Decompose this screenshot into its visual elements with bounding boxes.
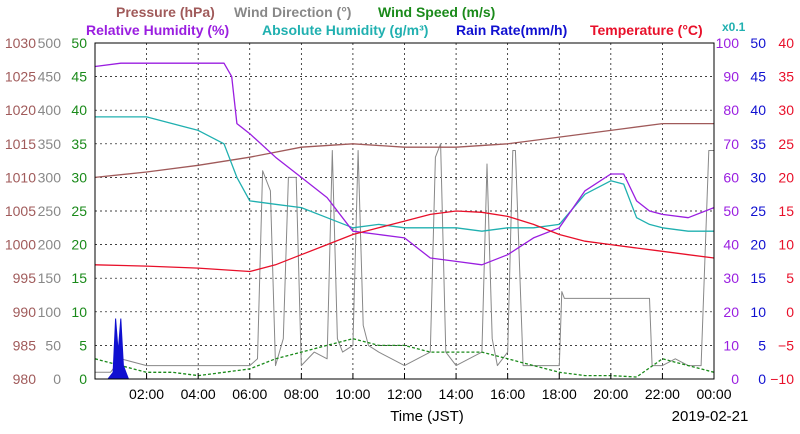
rain-rate-tick: 5 (758, 337, 766, 353)
legend-temperature: Temperature (°C) (590, 22, 703, 38)
humidity-tick: 20 (723, 304, 739, 320)
wind-direction-tick: 450 (38, 69, 62, 85)
pressure-tick: 985 (13, 337, 37, 353)
humidity-tick: 70 (723, 136, 739, 152)
x-tick-label: 04:00 (181, 386, 216, 402)
x-tick-label: 08:00 (284, 386, 319, 402)
wind-speed-tick: 10 (71, 304, 87, 320)
humidity-tick: 80 (723, 102, 739, 118)
temperature-tick: 20 (778, 169, 794, 185)
rain-rate-tick: 35 (750, 136, 766, 152)
wind-speed-tick: 0 (79, 371, 87, 387)
legend-wind-speed: Wind Speed (m/s) (378, 4, 495, 20)
x-tick-label: 12:00 (387, 386, 422, 402)
wind-direction-tick: 400 (38, 102, 62, 118)
pressure-tick: 1005 (5, 203, 36, 219)
pressure-tick: 1030 (5, 35, 36, 51)
temperature-tick: 15 (778, 203, 794, 219)
wind-speed-tick: 45 (71, 69, 87, 85)
x-tick-label: 00:00 (696, 386, 731, 402)
temperature-tick: 5 (786, 270, 794, 286)
wind-direction-tick: 100 (38, 304, 62, 320)
legend-rain-rate: Rain Rate(mm/h) (456, 22, 567, 38)
axes: 9809859909951000100510101015102010251030… (5, 35, 794, 402)
series-wind-direction (95, 143, 714, 373)
temperature-tick: 25 (778, 136, 794, 152)
date-label: 2019-02-21 (672, 408, 749, 425)
series-pressure (94, 122, 714, 179)
pressure-tick: 1015 (5, 136, 36, 152)
temperature-tick: 30 (778, 102, 794, 118)
series-temperature (94, 210, 715, 273)
wind-direction-tick: 0 (53, 371, 61, 387)
grid (95, 43, 714, 379)
wind-speed-tick: 50 (71, 35, 87, 51)
wind-speed-tick: 30 (71, 169, 87, 185)
wind-direction-tick: 300 (38, 169, 62, 185)
humidity-tick: 10 (723, 337, 739, 353)
x-axis-label: Time (JST) (390, 408, 464, 425)
humidity-tick: 60 (723, 169, 739, 185)
pressure-tick: 1025 (5, 69, 36, 85)
rain-rate-tick: 30 (750, 169, 766, 185)
x-tick-label: 20:00 (593, 386, 628, 402)
x-tick-label: 14:00 (439, 386, 474, 402)
temperature-tick: 35 (778, 69, 794, 85)
temperature-tick: 40 (778, 35, 794, 51)
pressure-tick: 1010 (5, 169, 36, 185)
series-layer (94, 62, 715, 380)
rain-rate-tick: 40 (750, 102, 766, 118)
rain-rate-tick: 45 (750, 69, 766, 85)
wind-direction-tick: 50 (45, 337, 61, 353)
humidity-tick: 0 (731, 371, 739, 387)
humidity-tick: 30 (723, 270, 739, 286)
rain-rate-tick: 20 (750, 237, 766, 253)
rain-rate-tick: 0 (758, 371, 766, 387)
x-tick-label: 16:00 (490, 386, 525, 402)
wind-speed-tick: 40 (71, 102, 87, 118)
humidity-tick: 50 (723, 203, 739, 219)
rain-rate-tick: 15 (750, 270, 766, 286)
x-tick-label: 06:00 (232, 386, 267, 402)
rain-rate-tick: 25 (750, 203, 766, 219)
wind-speed-tick: 15 (71, 270, 87, 286)
legend-relative-humidity: Relative Humidity (%) (86, 22, 229, 38)
legend-scale-note: x0.1 (722, 20, 746, 34)
wind-direction-tick: 350 (38, 136, 62, 152)
wind-direction-tick: 200 (38, 237, 62, 253)
series-absolute-humidity (95, 116, 714, 232)
rain-rate-tick: 50 (750, 35, 766, 51)
temperature-tick: 10 (778, 237, 794, 253)
pressure-tick: 995 (13, 270, 37, 286)
pressure-tick: 980 (13, 371, 37, 387)
humidity-tick: 40 (723, 237, 739, 253)
wind-speed-tick: 35 (71, 136, 87, 152)
rain-rate-tick: 10 (750, 304, 766, 320)
x-tick-label: 02:00 (129, 386, 164, 402)
wind-direction-tick: 150 (38, 270, 62, 286)
legend-pressure: Pressure (hPa) (116, 4, 215, 20)
legend-absolute-humidity: Absolute Humidity (g/m³) (262, 22, 428, 38)
wind-speed-tick: 5 (79, 337, 87, 353)
wind-direction-tick: 500 (38, 35, 62, 51)
wind-speed-tick: 20 (71, 237, 87, 253)
x-tick-label: 10:00 (335, 386, 370, 402)
x-tick-label: 18:00 (542, 386, 577, 402)
wind-speed-tick: 25 (71, 203, 87, 219)
pressure-tick: 1020 (5, 102, 36, 118)
temperature-tick: 0 (786, 304, 794, 320)
x-tick-label: 22:00 (645, 386, 680, 402)
temperature-tick: −10 (770, 371, 794, 387)
pressure-tick: 1000 (5, 237, 36, 253)
series-relative-humidity (94, 62, 715, 266)
wind-direction-tick: 250 (38, 203, 62, 219)
humidity-tick: 90 (723, 69, 739, 85)
legend-wind-direction: Wind Direction (°) (234, 4, 351, 20)
temperature-tick: −5 (778, 337, 794, 353)
humidity-tick: 100 (716, 35, 740, 51)
pressure-tick: 990 (13, 304, 37, 320)
